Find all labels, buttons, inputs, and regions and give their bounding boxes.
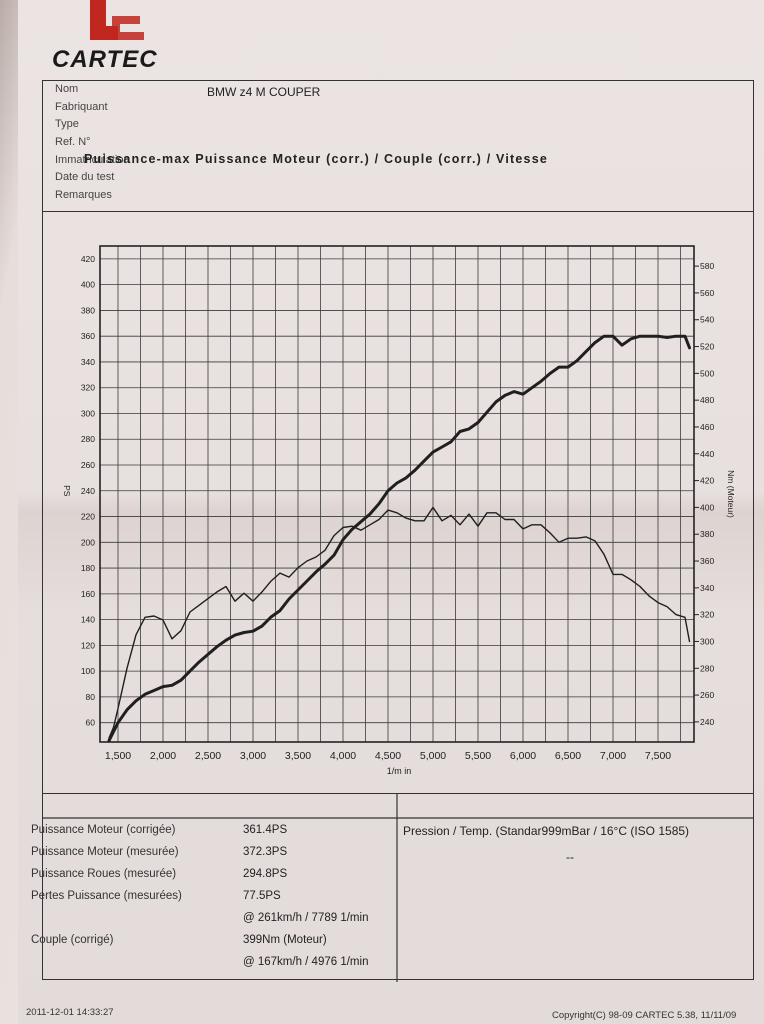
y-left-tick-label: 380 bbox=[81, 305, 95, 315]
x-tick-label: 1,500 bbox=[105, 750, 131, 762]
y-right-tick-label: 460 bbox=[700, 422, 714, 432]
y-right-tick-label: 540 bbox=[700, 315, 714, 325]
y-right-tick-label: 560 bbox=[700, 288, 714, 298]
result-label-corrected: Puissance Moteur (corrigée) bbox=[31, 824, 176, 836]
y-left-tick-label: 280 bbox=[81, 434, 95, 444]
chart-title: Puissance-max Puissance Moteur (corr.) /… bbox=[84, 152, 549, 166]
y-left-tick-label: 160 bbox=[81, 589, 95, 599]
x-tick-label: 2,000 bbox=[150, 750, 176, 762]
y-left-tick-label: 180 bbox=[81, 563, 95, 573]
y-right-axis-label: Nm (Moteur) bbox=[726, 470, 736, 518]
y-right-tick-label: 420 bbox=[700, 476, 714, 486]
vehicle-info: Nom BMW z4 M COUPER Fabriquant Type Ref.… bbox=[43, 81, 753, 212]
result-value-losses: 77.5PS bbox=[243, 890, 281, 902]
field-label-date: Date du test bbox=[55, 171, 115, 183]
field-label-ref: Ref. N° bbox=[55, 136, 91, 148]
y-right-tick-label: 520 bbox=[700, 342, 714, 352]
footer-copyright: Copyright(C) 98-09 CARTEC 5.38, 11/11/09 bbox=[552, 1010, 737, 1021]
y-left-tick-label: 420 bbox=[81, 254, 95, 264]
y-right-tick-label: 240 bbox=[700, 717, 714, 727]
y-left-tick-label: 360 bbox=[81, 331, 95, 341]
y-left-tick-label: 300 bbox=[81, 408, 95, 418]
field-label-remarques: Remarques bbox=[55, 189, 112, 201]
result-label-torque: Couple (corrigé) bbox=[31, 934, 114, 946]
y-left-tick-label: 140 bbox=[81, 615, 95, 625]
y-left-tick-label: 60 bbox=[86, 718, 96, 728]
y-left-tick-label: 100 bbox=[81, 666, 95, 676]
y-left-tick-label: 200 bbox=[81, 537, 95, 547]
y-left-tick-label: 260 bbox=[81, 460, 95, 470]
y-right-tick-label: 300 bbox=[700, 636, 714, 646]
x-tick-label: 3,000 bbox=[240, 750, 266, 762]
series-line-power bbox=[107, 334, 691, 743]
pressure-dash: -- bbox=[566, 850, 574, 864]
footer-timestamp: 2011-12-01 14:33:27 bbox=[26, 1007, 114, 1018]
result-value-torque: 399Nm (Moteur) bbox=[243, 934, 327, 946]
y-right-tick-label: 260 bbox=[700, 690, 714, 700]
x-tick-label: 4,000 bbox=[330, 750, 356, 762]
y-right-tick-label: 500 bbox=[700, 368, 714, 378]
y-left-axis-label: PS bbox=[62, 485, 72, 497]
y-right-tick-label: 340 bbox=[700, 583, 714, 593]
result-label-wheel: Puissance Roues (mesurée) bbox=[31, 868, 177, 880]
x-tick-label: 7,500 bbox=[645, 750, 671, 762]
field-label-fabriquant: Fabriquant bbox=[55, 101, 108, 113]
result-value-measured: 372.3PS bbox=[243, 846, 288, 858]
results-dividers bbox=[42, 794, 754, 982]
x-axis-label: 1/m in bbox=[387, 766, 412, 776]
x-tick-label: 5,000 bbox=[420, 750, 446, 762]
x-tick-label: 6,000 bbox=[510, 750, 536, 762]
y-left-tick-label: 400 bbox=[81, 280, 95, 290]
y-right-tick-label: 400 bbox=[700, 502, 714, 512]
x-tick-label: 3,500 bbox=[285, 750, 311, 762]
field-value-nom: BMW z4 M COUPER bbox=[207, 85, 321, 99]
field-label-immatriculation: Immatriculation bbox=[55, 154, 130, 166]
result-value-wheel: 294.8PS bbox=[243, 868, 288, 880]
result-value-torque-at: @ 167km/h / 4976 1/min bbox=[243, 956, 369, 968]
cartec-logo-mark-icon bbox=[90, 0, 144, 40]
results-panel: Puissance Moteur (corrigée) 361.4PS Puis… bbox=[31, 793, 754, 982]
field-label-nom: Nom bbox=[55, 83, 79, 95]
y-right-tick-label: 580 bbox=[700, 261, 714, 271]
y-left-tick-label: 240 bbox=[81, 486, 95, 496]
x-tick-label: 5,500 bbox=[465, 750, 491, 762]
dyno-sheet bbox=[18, 0, 764, 1024]
logo-text: CARTEC bbox=[52, 46, 158, 73]
y-left-tick-label: 320 bbox=[81, 383, 95, 393]
y-left-tick-label: 340 bbox=[81, 357, 95, 367]
plot-border bbox=[99, 245, 695, 743]
field-label-type: Type bbox=[55, 118, 79, 130]
y-right-tick-label: 380 bbox=[700, 529, 714, 539]
report-frame: Nom BMW z4 M COUPER Fabriquant Type Ref.… bbox=[31, 80, 754, 982]
y-right-tick-label: 320 bbox=[700, 610, 714, 620]
y-left-tick-label: 120 bbox=[81, 640, 95, 650]
result-value-corrected: 361.4PS bbox=[243, 824, 288, 836]
result-label-losses: Pertes Puissance (mesurées) bbox=[31, 890, 182, 902]
x-tick-label: 6,500 bbox=[555, 750, 581, 762]
y-right-tick-label: 440 bbox=[700, 449, 714, 459]
pressure-temp: Pression / Temp. (Standar999mBar / 16°C … bbox=[403, 824, 690, 838]
y-right-tick-label: 480 bbox=[700, 395, 714, 405]
result-label-measured: Puissance Moteur (mesurée) bbox=[31, 846, 179, 858]
y-right-tick-label: 280 bbox=[700, 663, 714, 673]
y-left-tick-label: 80 bbox=[86, 692, 96, 702]
result-value-power-at: @ 261km/h / 7789 1/min bbox=[243, 912, 369, 924]
x-tick-label: 4,500 bbox=[375, 750, 401, 762]
y-right-tick-label: 360 bbox=[700, 556, 714, 566]
x-tick-label: 7,000 bbox=[600, 750, 626, 762]
cartec-logo: CARTEC bbox=[52, 0, 172, 80]
y-left-tick-label: 220 bbox=[81, 512, 95, 522]
x-tick-label: 2,500 bbox=[195, 750, 221, 762]
series-line-torque bbox=[108, 506, 691, 739]
